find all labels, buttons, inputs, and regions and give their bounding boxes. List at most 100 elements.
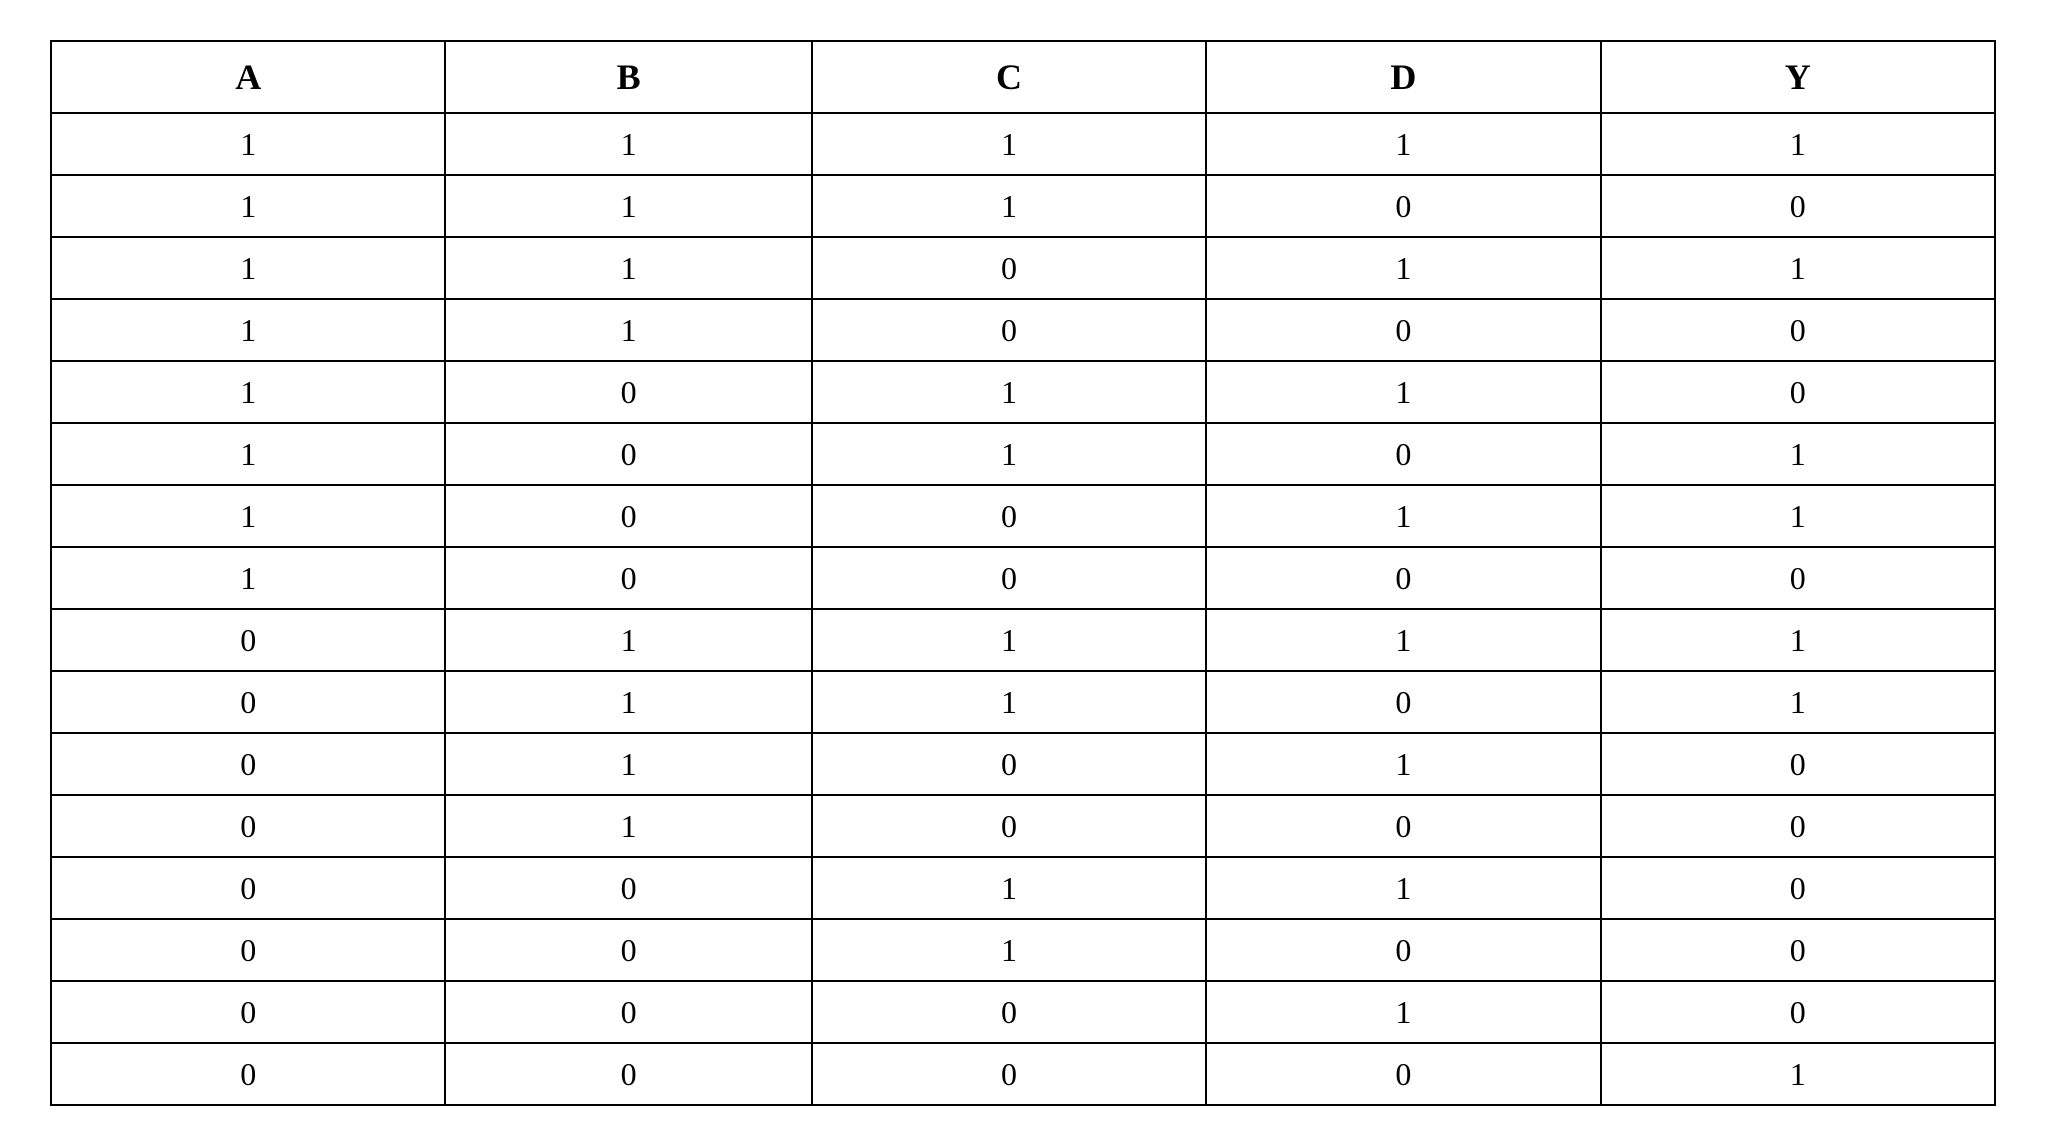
table-cell: 1 (812, 857, 1206, 919)
table-cell: 0 (812, 299, 1206, 361)
table-row: 1 1 1 1 1 (51, 113, 1995, 175)
table-cell: 1 (1206, 857, 1600, 919)
column-header-c: C (812, 41, 1206, 113)
table-header: A B C D Y (51, 41, 1995, 113)
table-cell: 1 (1601, 423, 1995, 485)
table-body: 1 1 1 1 1 1 1 1 0 0 1 1 0 1 1 1 1 0 0 0 (51, 113, 1995, 1105)
table-cell: 1 (1206, 237, 1600, 299)
table-cell: 0 (445, 485, 811, 547)
table-cell: 0 (445, 857, 811, 919)
table-cell: 0 (1601, 299, 1995, 361)
table-cell: 1 (812, 361, 1206, 423)
table-cell: 0 (812, 981, 1206, 1043)
table-row: 0 0 0 1 0 (51, 981, 1995, 1043)
table-cell: 0 (1206, 547, 1600, 609)
table-row: 0 1 0 1 0 (51, 733, 1995, 795)
table-cell: 1 (812, 609, 1206, 671)
table-cell: 0 (812, 795, 1206, 857)
column-header-a: A (51, 41, 445, 113)
table-cell: 0 (1601, 175, 1995, 237)
table-cell: 1 (812, 919, 1206, 981)
table-cell: 0 (51, 671, 445, 733)
table-cell: 1 (51, 113, 445, 175)
table-cell: 1 (445, 299, 811, 361)
table-cell: 0 (51, 919, 445, 981)
table-cell: 0 (51, 1043, 445, 1105)
table-cell: 0 (1206, 919, 1600, 981)
table-cell: 1 (445, 237, 811, 299)
table-cell: 0 (445, 547, 811, 609)
table-cell: 0 (445, 1043, 811, 1105)
truth-table: A B C D Y 1 1 1 1 1 1 1 1 0 0 1 1 0 1 1 (50, 40, 1996, 1106)
table-cell: 0 (445, 919, 811, 981)
table-row: 0 1 0 0 0 (51, 795, 1995, 857)
table-cell: 1 (51, 361, 445, 423)
table-row: 1 1 1 0 0 (51, 175, 1995, 237)
table-cell: 0 (1601, 981, 1995, 1043)
table-cell: 1 (1601, 237, 1995, 299)
table-cell: 0 (51, 981, 445, 1043)
table-row: 0 1 1 0 1 (51, 671, 1995, 733)
table-header-row: A B C D Y (51, 41, 1995, 113)
table-cell: 1 (1206, 609, 1600, 671)
table-cell: 1 (1601, 609, 1995, 671)
table-cell: 1 (51, 423, 445, 485)
table-cell: 0 (1601, 361, 1995, 423)
table-cell: 0 (445, 981, 811, 1043)
table-cell: 0 (1601, 547, 1995, 609)
table-cell: 0 (51, 857, 445, 919)
table-row: 0 0 1 1 0 (51, 857, 1995, 919)
table-cell: 0 (812, 733, 1206, 795)
table-cell: 0 (51, 795, 445, 857)
table-cell: 0 (812, 1043, 1206, 1105)
table-row: 0 0 1 0 0 (51, 919, 1995, 981)
table-cell: 0 (1206, 175, 1600, 237)
table-cell: 1 (812, 113, 1206, 175)
table-row: 1 0 0 0 0 (51, 547, 1995, 609)
table-row: 1 0 0 1 1 (51, 485, 1995, 547)
table-row: 1 1 0 1 1 (51, 237, 1995, 299)
table-cell: 0 (1206, 299, 1600, 361)
table-cell: 1 (445, 609, 811, 671)
table-cell: 0 (445, 423, 811, 485)
table-cell: 1 (1601, 485, 1995, 547)
table-cell: 0 (1206, 795, 1600, 857)
table-cell: 0 (1601, 733, 1995, 795)
table-cell: 0 (51, 733, 445, 795)
table-cell: 1 (1206, 361, 1600, 423)
table-cell: 0 (812, 547, 1206, 609)
table-cell: 1 (1206, 485, 1600, 547)
table-cell: 1 (1206, 733, 1600, 795)
table-cell: 0 (1206, 423, 1600, 485)
table-cell: 1 (1601, 113, 1995, 175)
column-header-y: Y (1601, 41, 1995, 113)
table-cell: 0 (1206, 1043, 1600, 1105)
table-cell: 0 (812, 485, 1206, 547)
table-cell: 1 (51, 299, 445, 361)
table-cell: 1 (445, 795, 811, 857)
table-cell: 1 (51, 547, 445, 609)
table-cell: 1 (812, 671, 1206, 733)
table-cell: 1 (51, 175, 445, 237)
table-row: 0 0 0 0 1 (51, 1043, 1995, 1105)
table-cell: 1 (445, 671, 811, 733)
column-header-b: B (445, 41, 811, 113)
table-cell: 1 (51, 485, 445, 547)
table-cell: 0 (51, 609, 445, 671)
table-cell: 0 (445, 361, 811, 423)
table-row: 1 1 0 0 0 (51, 299, 1995, 361)
column-header-d: D (1206, 41, 1600, 113)
table-cell: 1 (1206, 113, 1600, 175)
table-cell: 1 (445, 733, 811, 795)
table-cell: 1 (1206, 981, 1600, 1043)
table-row: 0 1 1 1 1 (51, 609, 1995, 671)
table-cell: 0 (1206, 671, 1600, 733)
table-cell: 0 (1601, 919, 1995, 981)
table-cell: 0 (812, 237, 1206, 299)
table-cell: 0 (1601, 857, 1995, 919)
table-cell: 1 (1601, 671, 1995, 733)
table-cell: 1 (812, 175, 1206, 237)
table-cell: 1 (1601, 1043, 1995, 1105)
table-row: 1 0 1 0 1 (51, 423, 1995, 485)
table-cell: 0 (1601, 795, 1995, 857)
